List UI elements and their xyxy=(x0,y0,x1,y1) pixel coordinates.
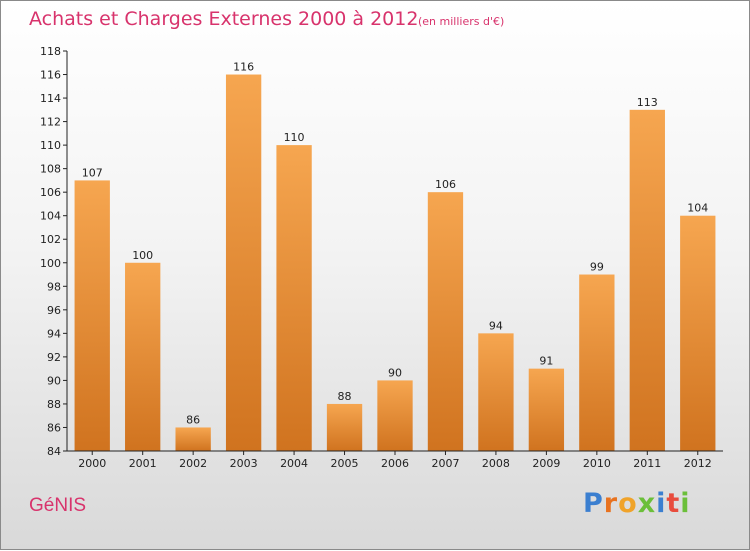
bar-2006 xyxy=(377,380,413,451)
value-label-2001: 100 xyxy=(132,249,153,262)
y-tick-label: 116 xyxy=(40,69,61,82)
y-tick-label: 108 xyxy=(40,163,61,176)
value-label-2010: 99 xyxy=(590,261,604,274)
brand-letter: P xyxy=(583,488,604,519)
value-label-2012: 104 xyxy=(687,202,708,215)
place-name: GéNIS xyxy=(29,495,87,516)
x-tick-label-2000: 2000 xyxy=(78,457,106,470)
bar-2001 xyxy=(125,262,161,451)
value-label-2003: 116 xyxy=(233,61,254,74)
y-tick-label: 98 xyxy=(47,280,61,293)
brand-letter: x xyxy=(637,488,657,519)
x-tick-label-2005: 2005 xyxy=(331,457,359,470)
x-tick-label-2009: 2009 xyxy=(532,457,560,470)
bar-2002 xyxy=(175,427,211,451)
brand-letter: o xyxy=(618,488,638,519)
x-axis: 2000 2001 2002 2003 2004 2005 2006 2007 2008 2009… xyxy=(67,450,723,470)
x-tick-label-2008: 2008 xyxy=(482,457,510,470)
y-tick-label: 102 xyxy=(40,233,61,246)
y-tick-label: 110 xyxy=(40,139,61,152)
bar-2008 xyxy=(478,333,514,451)
bar-2010 xyxy=(579,274,615,451)
value-label-2000: 107 xyxy=(82,166,103,179)
y-tick-label: 100 xyxy=(40,257,61,270)
value-label-2004: 110 xyxy=(284,131,305,144)
x-tick-label-2007: 2007 xyxy=(431,457,459,470)
brand-letter: t xyxy=(666,488,681,519)
y-axis: 84 86 88 90 92 94 96 98 100 102 104 106 108 110 112 114… xyxy=(40,45,68,458)
chart-title: Achats et Charges Externes 2000 à 2012 xyxy=(29,8,418,30)
brand-logo: Proxiti xyxy=(583,488,691,519)
bar-2011 xyxy=(629,109,665,451)
y-tick-label: 112 xyxy=(40,116,61,129)
bar-2003 xyxy=(225,74,262,451)
bar-2004 xyxy=(276,145,312,451)
y-tick-label: 92 xyxy=(47,351,61,364)
brand-letter: i xyxy=(680,488,691,519)
value-label-2011: 113 xyxy=(637,96,658,109)
y-tick-label: 88 xyxy=(47,398,61,411)
bar-2012 xyxy=(680,215,716,451)
x-tick-label-2010: 2010 xyxy=(583,457,611,470)
bar-2005 xyxy=(326,403,363,451)
chart-unit-note: (en milliers d'€) xyxy=(418,15,504,28)
x-tick-label-2004: 2004 xyxy=(280,457,308,470)
x-tick-label-2012: 2012 xyxy=(684,457,712,470)
bar-2000 xyxy=(74,180,110,452)
y-tick-label: 104 xyxy=(40,210,61,223)
bar-2007 xyxy=(427,192,464,452)
value-label-2008: 94 xyxy=(489,319,503,332)
value-label-2009: 91 xyxy=(539,355,553,368)
x-tick-label-2001: 2001 xyxy=(129,457,157,470)
value-label-2006: 90 xyxy=(388,366,402,379)
x-tick-label-2011: 2011 xyxy=(633,457,661,470)
y-tick-label: 96 xyxy=(47,304,61,317)
y-tick-label: 90 xyxy=(47,374,61,387)
y-tick-label: 118 xyxy=(40,45,61,58)
brand-letter: i xyxy=(656,488,667,519)
y-tick-label: 106 xyxy=(40,186,61,199)
brand-letter: r xyxy=(603,488,619,519)
bars: 107 100 86 116 110 88 90 106 94 91 99 113 104 xyxy=(74,61,716,452)
bar-2009 xyxy=(528,368,565,451)
y-tick-label: 114 xyxy=(40,92,61,105)
x-tick-label-2003: 2003 xyxy=(230,457,258,470)
y-tick-label: 84 xyxy=(47,445,61,458)
y-tick-label: 86 xyxy=(47,421,61,434)
value-label-2007: 106 xyxy=(435,178,456,191)
value-label-2002: 86 xyxy=(186,413,200,426)
value-label-2005: 88 xyxy=(338,390,352,403)
x-tick-label-2006: 2006 xyxy=(381,457,409,470)
x-tick-label-2002: 2002 xyxy=(179,457,207,470)
y-tick-label: 94 xyxy=(47,327,61,340)
